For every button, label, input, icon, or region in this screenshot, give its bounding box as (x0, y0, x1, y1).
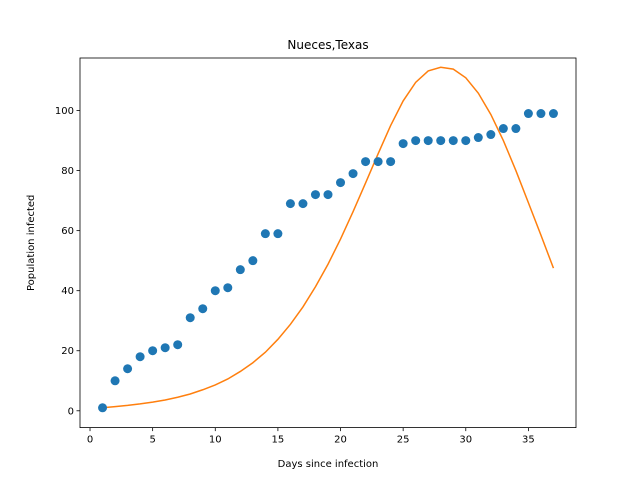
plot-frame (79, 57, 577, 429)
scatter-point (523, 109, 533, 119)
scatter-point (511, 124, 521, 134)
x-tick-label: 25 (397, 435, 410, 446)
scatter-point (448, 136, 458, 146)
scatter-point (473, 133, 483, 143)
scatter-point (160, 343, 170, 353)
x-tick-label: 20 (334, 435, 347, 446)
x-axis: 0 5 10 15 20 25 30 35 (87, 427, 535, 446)
scatter-point (411, 136, 421, 146)
series-line (102, 66, 555, 409)
scatter-point (198, 304, 208, 314)
x-tick-label: 10 (209, 435, 222, 446)
scatter-point (348, 169, 358, 179)
x-tick-label: 15 (272, 435, 285, 446)
scatter-point (98, 403, 108, 413)
scatter-point (110, 376, 120, 386)
scatter-point (373, 157, 383, 167)
scatter-point (285, 199, 295, 209)
scatter-point (310, 190, 320, 200)
scatter-point (135, 352, 145, 362)
scatter-point (123, 364, 133, 374)
y-axis: 0 20 40 60 80 100 (55, 106, 80, 417)
scatter-point (536, 109, 546, 119)
y-tick-label: 100 (55, 106, 74, 117)
scatter-point (498, 124, 508, 134)
x-tick-label: 35 (522, 435, 535, 446)
y-tick-label: 80 (61, 166, 74, 177)
scatter-point (298, 199, 308, 209)
scatter-point (235, 265, 245, 275)
scatter-point (148, 346, 158, 356)
scatter-point (386, 157, 396, 167)
y-tick-label: 40 (61, 286, 74, 297)
scatter-point (260, 229, 270, 239)
scatter-point (486, 130, 496, 140)
scatter-point (223, 283, 233, 293)
scatter-point (461, 136, 471, 146)
x-axis-label: Days since infection (278, 459, 379, 470)
scatter-point (173, 340, 183, 350)
scatter-point (210, 286, 220, 296)
y-tick-label: 20 (61, 346, 74, 357)
x-tick-label: 30 (459, 435, 472, 446)
scatter-point (336, 178, 346, 188)
scatter-point (248, 256, 258, 266)
scatter-point (548, 109, 558, 119)
scatter-point (273, 229, 283, 239)
scatter-point (398, 139, 408, 149)
x-tick-label: 0 (87, 435, 93, 446)
scatter-point (361, 157, 371, 167)
scatter-point (436, 136, 446, 146)
scatter-point (323, 190, 333, 200)
y-tick-label: 60 (61, 226, 74, 237)
y-axis-label: Population infected (26, 195, 37, 291)
scatter-point (423, 136, 433, 146)
chart-title: Nueces,Texas (287, 38, 368, 52)
scatter-point (185, 313, 195, 323)
x-tick-label: 5 (149, 435, 155, 446)
plot-area (98, 66, 558, 413)
y-tick-label: 0 (68, 406, 74, 417)
